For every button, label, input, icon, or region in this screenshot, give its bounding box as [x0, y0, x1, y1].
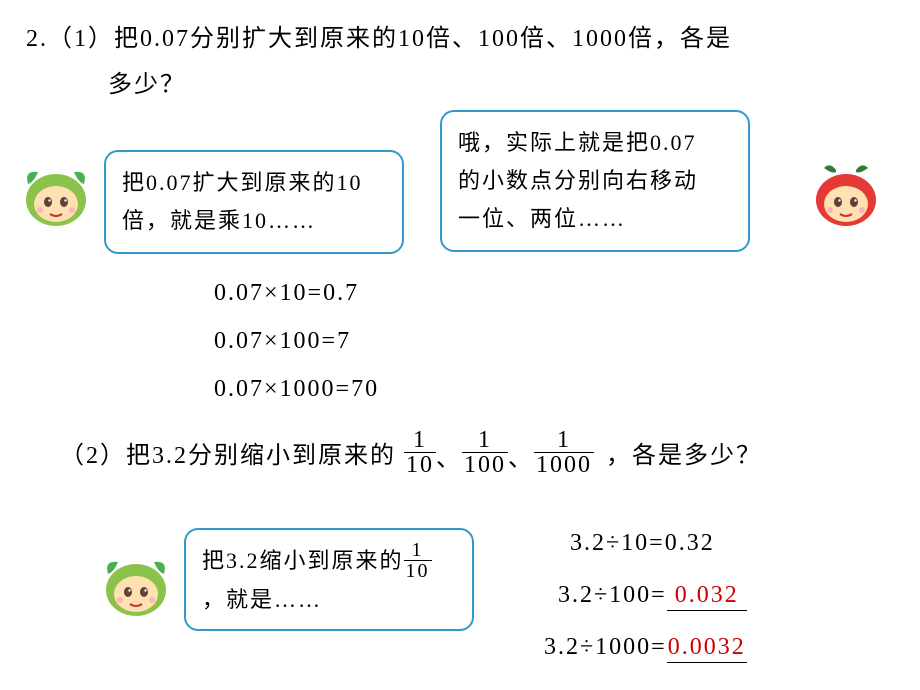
eq2a: 3.2÷10=0.32 — [570, 530, 715, 557]
eq2b-lhs: 3.2÷100= — [558, 582, 667, 608]
eq1b: 0.07×100=7 — [214, 328, 351, 355]
eq2a-lhs: 3.2÷10= — [570, 530, 665, 556]
bubble-right-line1: 哦，实际上就是把0.07 — [458, 124, 732, 162]
bubble-right-line2: 的小数点分别向右移动 — [458, 162, 732, 200]
q2-line: （2） 把3.2分别缩小到原来的 1 10 、 1 100 、 1 1000 ，… — [60, 428, 762, 477]
eq2b-ans: 0.032 — [675, 582, 739, 608]
q2-frac2: 1 100 — [462, 428, 508, 477]
bubble-left1-line2: 倍，就是乘10…… — [122, 202, 386, 240]
eq2a-rhs: 0.32 — [665, 530, 715, 556]
q1-text1: 把0.07分别扩大到原来的10倍、100倍、1000倍，各是 — [114, 26, 732, 52]
q1-line2: 多少？ — [108, 64, 186, 99]
q2-prefix: 把3.2分别缩小到原来的 — [126, 435, 396, 470]
bubble-right-line3: 一位、两位…… — [458, 200, 732, 238]
q1-number: 2. — [26, 26, 48, 52]
q1-part: （1） — [48, 26, 114, 52]
eq1c: 0.07×1000=70 — [214, 376, 379, 403]
green-face-icon — [20, 160, 92, 232]
eq1a: 0.07×10=0.7 — [214, 280, 359, 307]
q2-frac1: 1 10 — [404, 428, 436, 477]
bubble-left-2: 把3.2缩小到原来的 1 10 ，就是…… — [184, 528, 474, 631]
q2-sep2: 、 — [508, 438, 534, 477]
red-face-icon — [810, 160, 882, 232]
q2-suffix: ，各是多少？ — [606, 435, 762, 470]
bubble-left2-line1: 把3.2缩小到原来的 1 10 — [202, 540, 456, 581]
bubble-left2-prefix: 把3.2缩小到原来的 — [202, 542, 404, 580]
green-face-icon-2 — [100, 550, 172, 622]
bubble-right: 哦，实际上就是把0.07 的小数点分别向右移动 一位、两位…… — [440, 110, 750, 252]
bubble-left2-frac: 1 10 — [404, 540, 432, 581]
q2-frac3: 1 1000 — [534, 428, 594, 477]
eq2c-lhs: 3.2÷1000= — [544, 634, 667, 660]
eq2c: 3.2÷1000=0.0032 — [544, 634, 747, 663]
eq2c-ans: 0.0032 — [668, 634, 746, 660]
bubble-left2-line2: ，就是…… — [202, 581, 456, 619]
q2-part: （2） — [60, 435, 126, 470]
q1-line1: 2.（1）把0.07分别扩大到原来的10倍、100倍、1000倍，各是 — [26, 18, 732, 53]
eq2b: 3.2÷100= 0.032 — [558, 582, 747, 611]
bubble-left-1: 把0.07扩大到原来的10 倍，就是乘10…… — [104, 150, 404, 254]
q2-sep1: 、 — [436, 438, 462, 477]
bubble-left1-line1: 把0.07扩大到原来的10 — [122, 164, 386, 202]
